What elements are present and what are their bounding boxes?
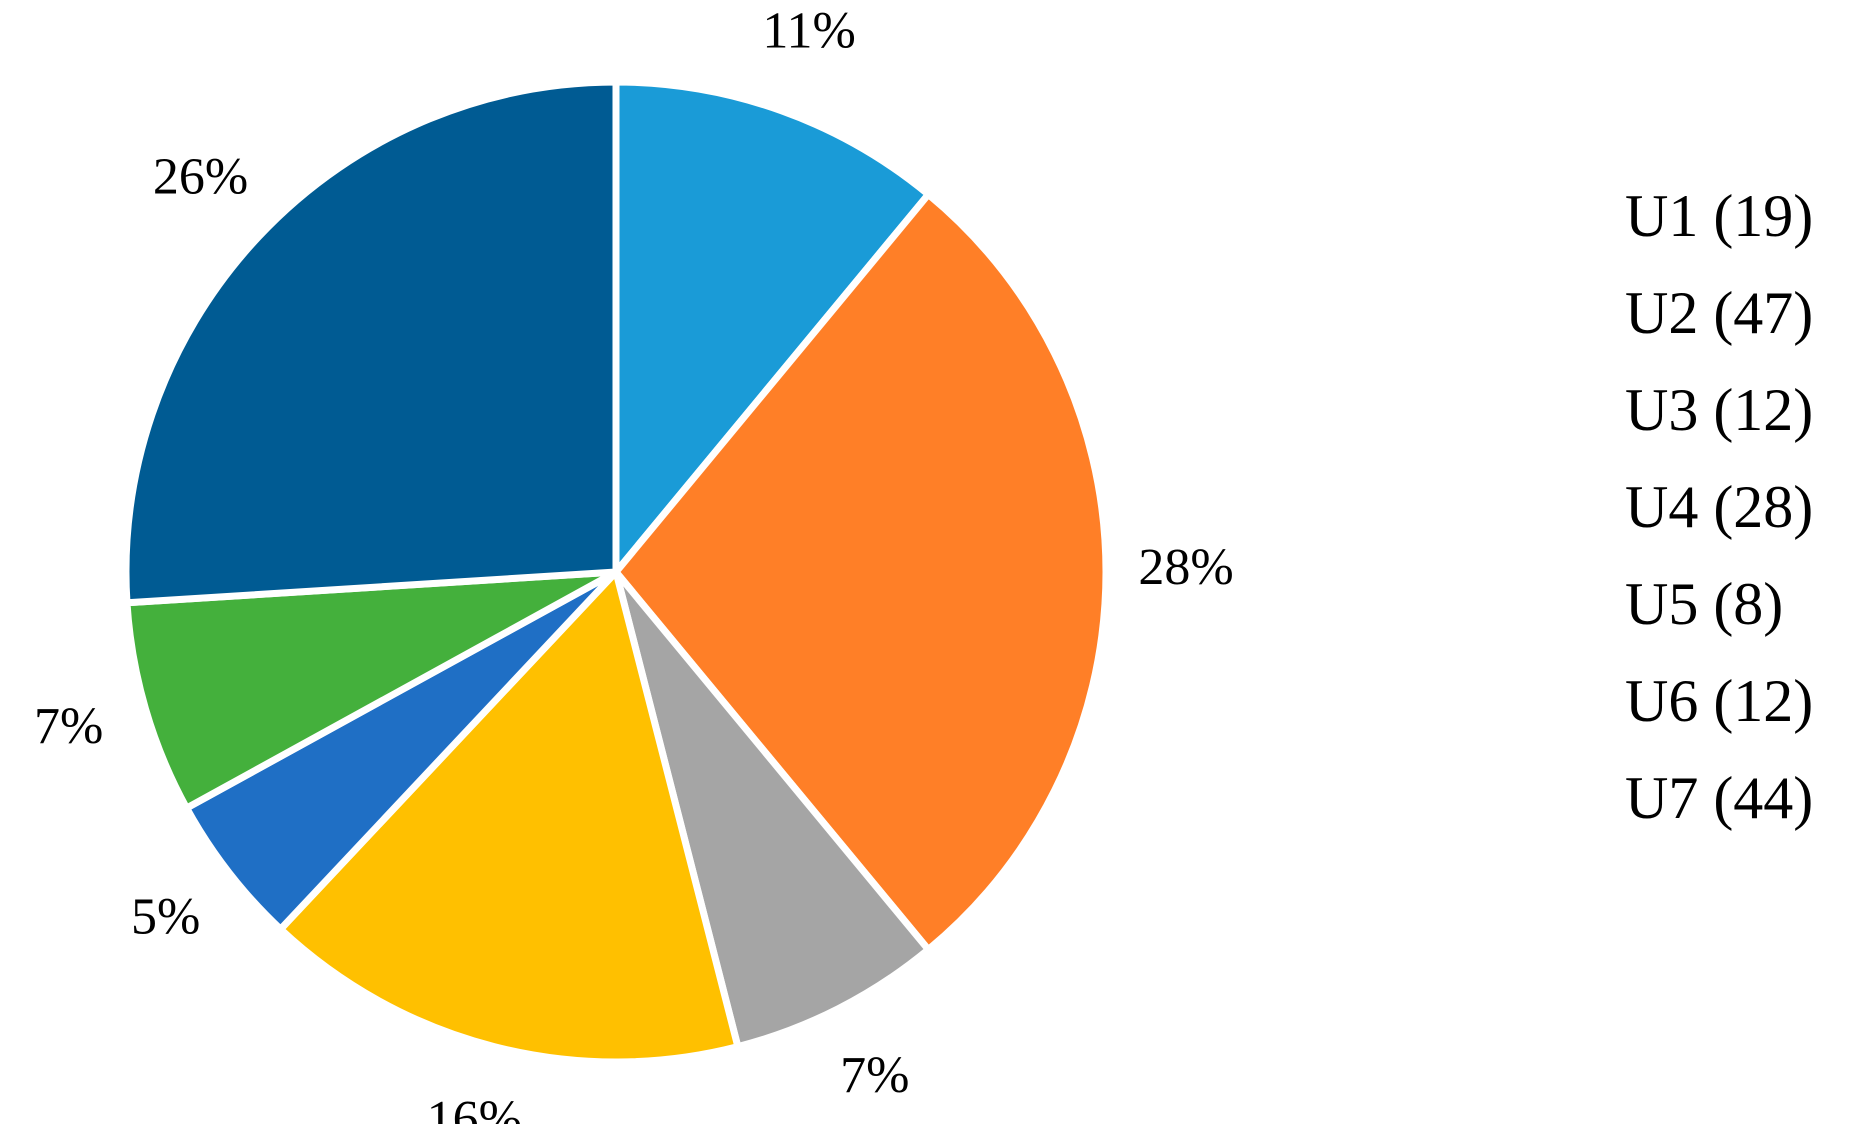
legend-entry: U2 (47) xyxy=(1625,280,1813,346)
pie-slice xyxy=(612,190,1110,954)
legend-entry: U3 (12) xyxy=(1625,377,1813,443)
slice-label: 26% xyxy=(153,149,248,206)
legend-entry: U5 (8) xyxy=(1625,571,1783,637)
pie-slice xyxy=(612,78,932,576)
legend-entry: U6 (12) xyxy=(1625,668,1813,734)
legend-entry: U1 (19) xyxy=(1625,183,1813,249)
slice-label: 7% xyxy=(840,1047,909,1104)
pie-slice xyxy=(612,568,932,1051)
slice-label: 16% xyxy=(427,1091,522,1124)
legend-entry: U7 (44) xyxy=(1625,765,1813,831)
slice-label: 5% xyxy=(131,888,200,945)
slice-label: 11% xyxy=(762,3,855,60)
slice-label: 7% xyxy=(34,698,103,755)
legend-entry: U4 (28) xyxy=(1625,474,1813,540)
pie-slice xyxy=(123,568,620,812)
slice-label: 28% xyxy=(1138,539,1233,596)
pie-slice xyxy=(122,78,620,607)
pie-slice xyxy=(277,568,742,1066)
